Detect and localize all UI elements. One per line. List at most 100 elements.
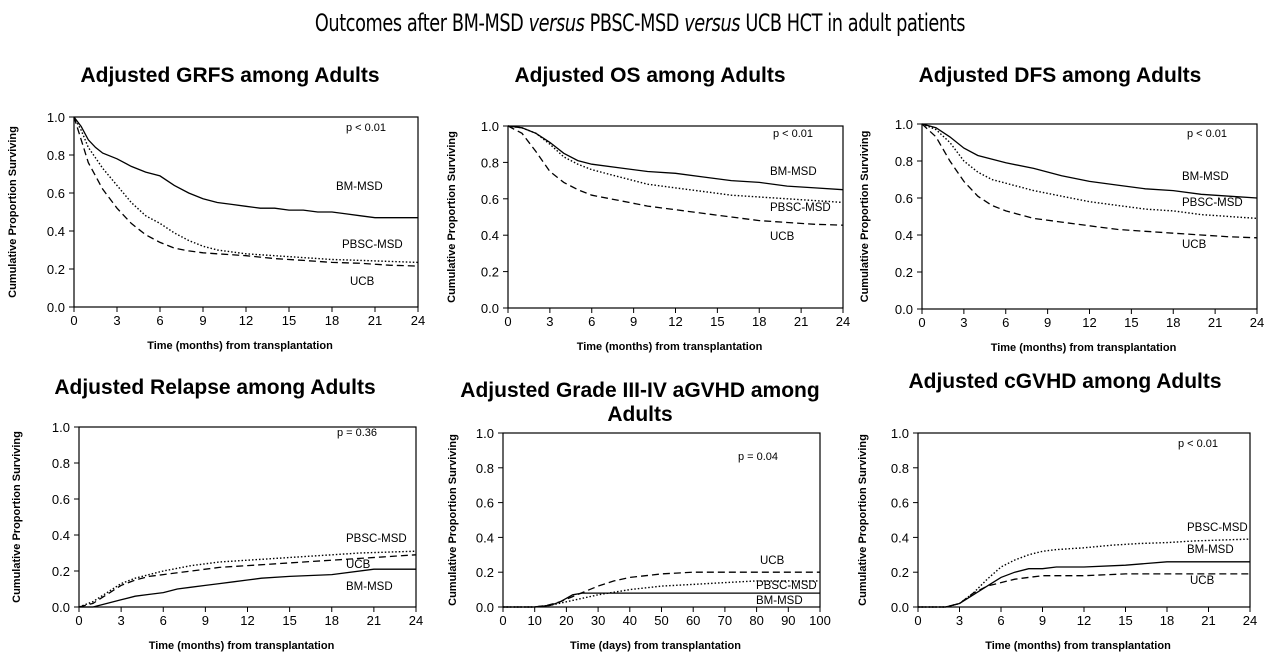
x-tick-label: 6 bbox=[588, 314, 595, 329]
x-tick-label: 0 bbox=[70, 313, 77, 328]
x-tick-label: 9 bbox=[630, 314, 637, 329]
x-tick-label: 21 bbox=[1201, 613, 1215, 628]
p-value-annotation: p < 0.01 bbox=[346, 122, 386, 134]
x-tick-label: 3 bbox=[956, 613, 963, 628]
x-axis-title: Time (months) from transplantation bbox=[985, 640, 1171, 652]
x-tick-label: 12 bbox=[668, 314, 682, 329]
panel-title-agvhd: Adjusted Grade III-IV aGVHD among Adults bbox=[430, 379, 850, 427]
y-tick-label: 0.2 bbox=[891, 565, 909, 580]
p-value-annotation: p = 0.04 bbox=[738, 451, 778, 463]
y-tick-label: 0.0 bbox=[476, 600, 494, 615]
y-tick-label: 0.8 bbox=[895, 154, 913, 169]
x-tick-label: 18 bbox=[325, 313, 339, 328]
series-line-ucb bbox=[73, 116, 419, 267]
series-line-pbsc-msd bbox=[78, 550, 417, 608]
x-tick-label: 24 bbox=[836, 314, 850, 329]
y-tick-label: 0.8 bbox=[481, 155, 499, 170]
p-value-annotation: p = 0.36 bbox=[337, 427, 377, 439]
series-label-ucb: UCB bbox=[1182, 239, 1207, 251]
x-tick-label: 15 bbox=[710, 314, 724, 329]
x-tick-label: 9 bbox=[1039, 613, 1046, 628]
panel-title-agvhd-line2: Adults bbox=[607, 403, 673, 426]
series-line-bm-msd bbox=[73, 116, 418, 219]
plot-frame bbox=[507, 125, 844, 309]
series-line-pbsc-msd bbox=[73, 116, 419, 264]
x-tick-label: 24 bbox=[1250, 315, 1264, 330]
series-label-pbsc-msd: PBSC-MSD bbox=[1182, 197, 1243, 209]
y-tick-label: 0.8 bbox=[891, 461, 909, 476]
x-tick-label: 100 bbox=[809, 613, 831, 628]
panel-title-os: Adjusted OS among Adults bbox=[514, 64, 786, 87]
x-tick-label: 21 bbox=[1208, 315, 1222, 330]
x-tick-label: 3 bbox=[113, 313, 120, 328]
x-tick-label: 0 bbox=[75, 613, 82, 628]
p-value-annotation: p < 0.01 bbox=[773, 128, 813, 140]
y-tick-label: 0.4 bbox=[895, 228, 913, 243]
panel-title-cgvhd: Adjusted cGVHD among Adults bbox=[908, 370, 1222, 393]
series-line-bm-msd bbox=[503, 592, 820, 608]
x-tick-label: 18 bbox=[752, 314, 766, 329]
x-tick-label: 6 bbox=[1002, 315, 1009, 330]
y-tick-label: 0.0 bbox=[52, 600, 70, 615]
series-label-bm-msd: BM-MSD bbox=[346, 581, 393, 593]
y-tick-label: 0.4 bbox=[52, 528, 70, 543]
y-axis-title: Cumulative Proportion Surviving bbox=[446, 131, 458, 303]
series-line-pbsc-msd bbox=[918, 538, 1251, 608]
x-tick-label: 18 bbox=[325, 613, 339, 628]
series-label-pbsc-msd: PBSC-MSD bbox=[770, 202, 831, 214]
series-line-bm-msd bbox=[79, 568, 416, 608]
y-tick-label: 0.2 bbox=[52, 564, 70, 579]
x-tick-label: 40 bbox=[623, 613, 637, 628]
x-tick-label: 0 bbox=[499, 613, 506, 628]
figure-title: Outcomes after BM-MSD versus PBSC-MSD ve… bbox=[115, 9, 1165, 37]
y-tick-label: 0.2 bbox=[895, 265, 913, 280]
plot-frame bbox=[917, 432, 1251, 608]
x-tick-label: 30 bbox=[591, 613, 605, 628]
figure-title-versus-1: versus bbox=[528, 9, 585, 37]
y-axis-title: Cumulative Proportion Surviving bbox=[11, 431, 23, 603]
x-tick-label: 12 bbox=[240, 613, 254, 628]
y-tick-label: 0.0 bbox=[895, 302, 913, 317]
y-tick-label: 1.0 bbox=[481, 119, 499, 134]
x-axis-title: Time (days) from transplantation bbox=[570, 640, 741, 652]
series-line-bm-msd bbox=[507, 125, 844, 191]
y-tick-label: 0.2 bbox=[47, 262, 65, 277]
y-tick-label: 0.2 bbox=[481, 265, 499, 280]
panel-title-relapse: Adjusted Relapse among Adults bbox=[54, 376, 376, 399]
plot-frame bbox=[921, 123, 1258, 310]
y-tick-label: 0.0 bbox=[47, 300, 65, 315]
x-tick-label: 50 bbox=[654, 613, 668, 628]
p-value-annotation: p < 0.01 bbox=[1178, 438, 1218, 450]
x-tick-label: 10 bbox=[527, 613, 541, 628]
x-tick-label: 24 bbox=[411, 313, 425, 328]
series-label-ucb: UCB bbox=[350, 276, 375, 288]
x-tick-label: 90 bbox=[781, 613, 795, 628]
series-label-ucb: UCB bbox=[346, 559, 371, 571]
x-tick-label: 80 bbox=[749, 613, 763, 628]
x-tick-label: 24 bbox=[1243, 613, 1257, 628]
x-tick-label: 3 bbox=[546, 314, 553, 329]
series-line-pbsc-msd bbox=[507, 125, 844, 204]
series-label-bm-msd: BM-MSD bbox=[1187, 544, 1234, 556]
y-tick-label: 1.0 bbox=[52, 420, 70, 435]
plot-frame bbox=[78, 426, 417, 608]
y-tick-label: 1.0 bbox=[476, 426, 494, 441]
y-tick-label: 0.4 bbox=[891, 530, 909, 545]
y-tick-label: 0.4 bbox=[47, 224, 65, 239]
x-tick-label: 21 bbox=[368, 313, 382, 328]
x-tick-label: 21 bbox=[367, 613, 381, 628]
figure-title-versus-2: versus bbox=[684, 9, 741, 37]
plot-frame bbox=[502, 432, 821, 608]
y-axis-title: Cumulative Proportion Surviving bbox=[447, 434, 459, 606]
series-line-pbsc-msd bbox=[921, 123, 1258, 220]
figure-title-part3: UCB HCT in adult patients bbox=[740, 9, 966, 37]
x-tick-label: 6 bbox=[160, 613, 167, 628]
